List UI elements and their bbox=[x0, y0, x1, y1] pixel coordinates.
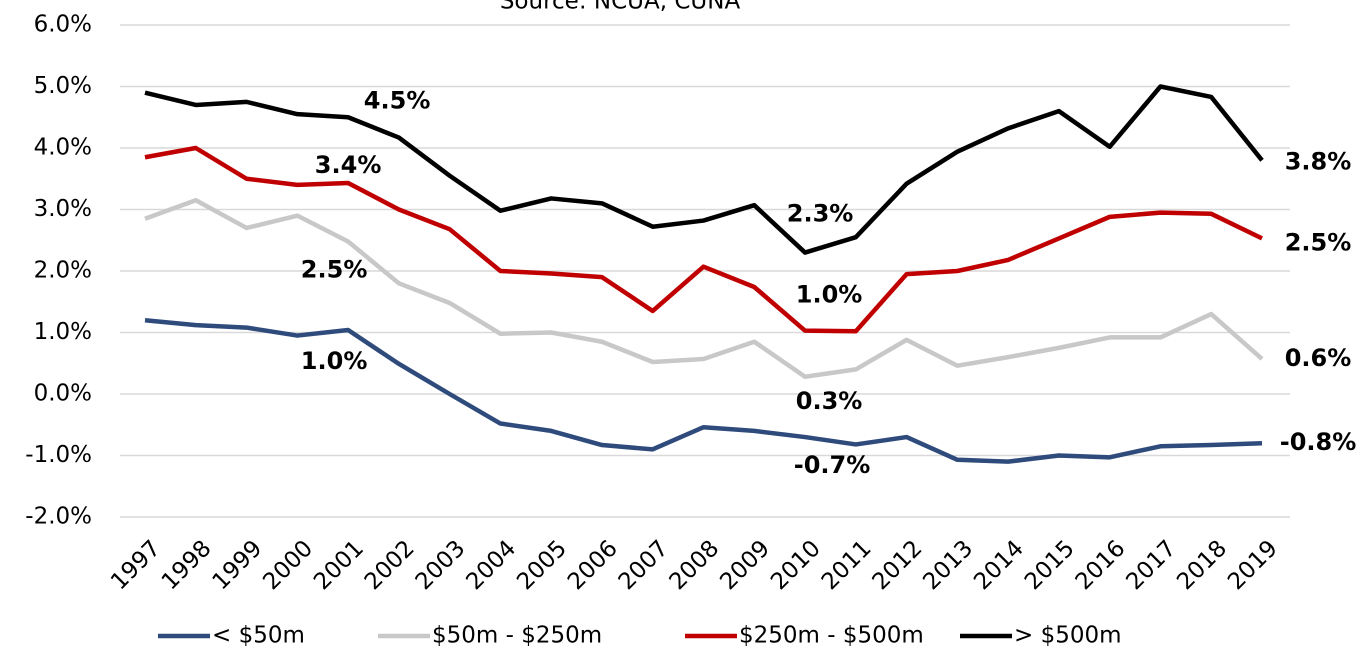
data-label: 3.8% bbox=[1285, 147, 1352, 175]
x-tick-label: 2013 bbox=[918, 535, 978, 595]
x-tick-label: 2018 bbox=[1172, 535, 1232, 595]
data-label: 1.0% bbox=[301, 347, 368, 375]
legend-label: $250m - $500m bbox=[739, 623, 924, 649]
series-line bbox=[144, 317, 1263, 464]
y-tick-label: 1.0% bbox=[34, 319, 92, 345]
x-tick-label: 1999 bbox=[208, 535, 268, 595]
x-tick-label: 2017 bbox=[1122, 535, 1182, 595]
data-label: -0.8% bbox=[1280, 428, 1357, 456]
legend-label: $50m - $250m bbox=[432, 623, 602, 649]
y-tick-label: -1.0% bbox=[25, 442, 92, 468]
data-label: 2.3% bbox=[787, 200, 854, 228]
data-label: 2.5% bbox=[1285, 228, 1352, 256]
legend-label: < $50m bbox=[212, 623, 305, 649]
y-tick-label: 0.0% bbox=[34, 381, 92, 407]
data-label: 3.4% bbox=[315, 151, 382, 179]
x-tick-label: 2015 bbox=[1020, 535, 1080, 595]
x-tick-label: 2012 bbox=[868, 535, 928, 595]
x-tick-label: 2000 bbox=[258, 535, 318, 595]
subtitle: Source: NCUA, CUNA bbox=[500, 0, 741, 15]
y-tick-label: 5.0% bbox=[34, 73, 92, 99]
y-tick-label: 3.0% bbox=[34, 196, 92, 222]
series-line bbox=[144, 145, 1263, 334]
x-tick-label: 1997 bbox=[106, 535, 166, 595]
y-tick-label: -2.0% bbox=[25, 504, 92, 530]
x-tick-label: 2005 bbox=[512, 535, 572, 595]
x-tick-label: 2002 bbox=[360, 535, 420, 595]
x-tick-label: 2011 bbox=[817, 535, 877, 595]
data-label: -0.7% bbox=[794, 451, 871, 479]
x-tick-label: 2007 bbox=[614, 535, 674, 595]
legend-label: > $500m bbox=[1014, 623, 1122, 649]
x-tick-label: 2001 bbox=[309, 535, 369, 595]
series-line bbox=[144, 84, 1264, 255]
x-tick-label: 2019 bbox=[1223, 535, 1283, 595]
y-tick-label: 2.0% bbox=[34, 258, 92, 284]
x-tick-label: 2009 bbox=[715, 535, 775, 595]
data-label: 4.5% bbox=[364, 86, 431, 114]
y-tick-label: 4.0% bbox=[34, 135, 92, 161]
data-label: 0.3% bbox=[796, 387, 863, 415]
x-tick-label: 2008 bbox=[665, 535, 725, 595]
x-tick-label: 2003 bbox=[411, 535, 471, 595]
data-label: 1.0% bbox=[796, 281, 863, 309]
data-label: 0.6% bbox=[1285, 344, 1352, 372]
data-label: 2.5% bbox=[301, 255, 368, 283]
x-tick-label: 2004 bbox=[461, 535, 521, 595]
x-tick-label: 2014 bbox=[969, 535, 1029, 595]
x-tick-label: 2016 bbox=[1071, 535, 1131, 595]
x-tick-label: 2006 bbox=[563, 535, 623, 595]
series-line bbox=[144, 198, 1264, 380]
x-tick-label: 2010 bbox=[766, 535, 826, 595]
y-tick-label: 6.0% bbox=[34, 12, 92, 38]
x-tick-label: 1998 bbox=[157, 535, 217, 595]
